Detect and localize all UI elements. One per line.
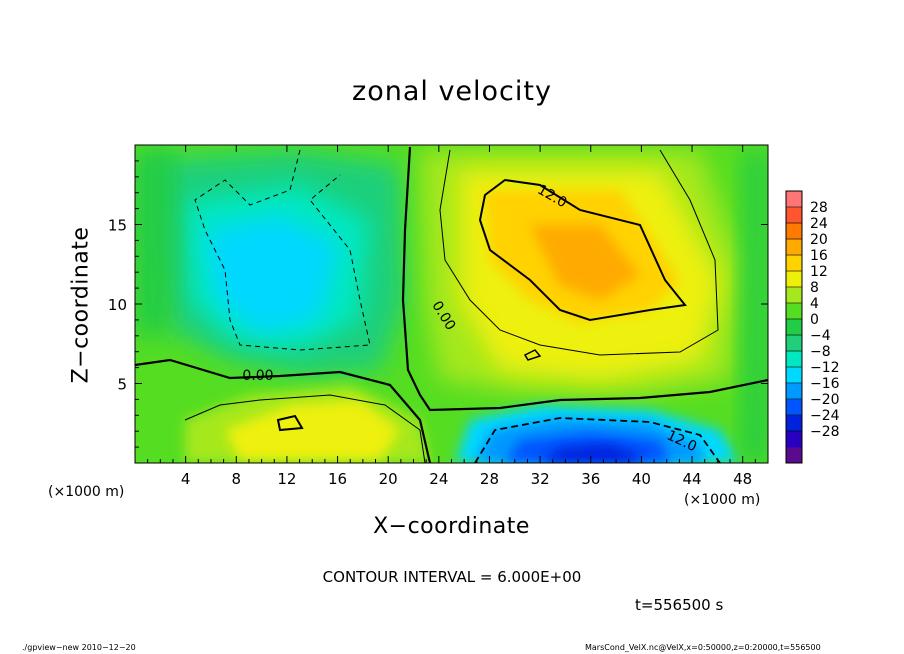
colorbar-label: −12 (810, 360, 840, 376)
contour-12-negative (474, 417, 721, 463)
colorbar-swatch (786, 399, 802, 416)
colorbar-label: −4 (810, 328, 831, 344)
x-tick-label: 44 (682, 470, 701, 488)
colorbar-swatch (786, 255, 802, 272)
colorbar-swatch (786, 319, 802, 336)
x-tick-label: 12 (277, 470, 296, 488)
x-tick-label: 28 (480, 470, 499, 488)
x-axis: 4 8 12 16 20 24 28 32 36 40 44 48 (147, 145, 756, 488)
x-tick-label: 40 (632, 470, 651, 488)
colorbar-swatch (786, 351, 802, 368)
colorbar-swatch (786, 239, 802, 256)
colorbar-label: 0 (810, 312, 819, 328)
velocity-field (135, 145, 768, 463)
y-axis: 5 10 15 (108, 160, 768, 448)
colorbar-swatch (786, 191, 802, 208)
colorbar-swatch (786, 367, 802, 384)
contour-zero-right (401, 146, 768, 412)
colorbar-swatch (786, 223, 802, 240)
colorbar-label: 28 (810, 200, 828, 216)
colorbar-swatch (786, 271, 802, 288)
x-tick-label: 20 (379, 470, 398, 488)
contour-12-positive (478, 178, 687, 322)
colorbar-label: −8 (810, 344, 831, 360)
contour-small-loop (523, 349, 542, 361)
y-tick-label: 15 (108, 217, 127, 235)
contour-zero-left (135, 358, 432, 463)
x-unit-label-right: (×1000 m) (684, 492, 761, 508)
colorbar-swatch (786, 415, 802, 432)
contour-pos6 (439, 149, 719, 356)
x-axis-title: X−coordinate (373, 514, 530, 539)
y-tick-label: 5 (117, 376, 127, 394)
x-tick-label: 36 (581, 470, 600, 488)
contour-pos6-lower (184, 394, 426, 463)
x-tick-label: 4 (181, 470, 191, 488)
x-tick-label: 8 (232, 470, 242, 488)
colorbar-label: 16 (810, 248, 828, 264)
colorbar-label: −24 (810, 408, 840, 424)
colorbar-swatch (786, 303, 802, 320)
colorbar-label: −20 (810, 392, 840, 408)
colorbar-swatch (786, 335, 802, 352)
colorbar-swatch (786, 447, 802, 464)
colorbar-swatch (786, 431, 802, 448)
colorbar-swatch (786, 207, 802, 224)
x-tick-label: 32 (531, 470, 550, 488)
footer-source: MarsCond_VelX.nc@VelX,x=0:50000,z=0:2000… (585, 643, 821, 652)
colorbar-label: 12 (810, 264, 828, 280)
x-tick-label: 24 (429, 470, 448, 488)
y-tick-label: 10 (108, 296, 127, 314)
time-stamp: t=556500 s (635, 596, 724, 614)
contour-lines (135, 146, 768, 463)
contour-neg6 (194, 149, 371, 351)
x-tick-label: 48 (733, 470, 752, 488)
colorbar-frame (785, 190, 803, 464)
contour-small-blob (276, 414, 304, 432)
footer-command: ./gpview−new 2010−12−20 (22, 643, 136, 652)
chart-title: zonal velocity (352, 76, 552, 107)
colorbar-label: 4 (810, 296, 819, 312)
colorbar-label: −28 (810, 424, 840, 440)
colorbar-label: −16 (810, 376, 840, 392)
colorbar-swatch (786, 287, 802, 304)
x-tick-label: 16 (328, 470, 347, 488)
x-unit-label: (×1000 m) (48, 484, 125, 500)
y-axis-title: Z−coordinate (68, 226, 94, 384)
contour-label: 0.00 (242, 368, 273, 384)
contour-interval-note: CONTOUR INTERVAL = 6.000E+00 (322, 568, 582, 586)
colorbar-label: 8 (810, 280, 819, 296)
colorbar-label: 24 (810, 216, 828, 232)
colorbar-label: 20 (810, 232, 828, 248)
colorbar-swatch (786, 383, 802, 400)
